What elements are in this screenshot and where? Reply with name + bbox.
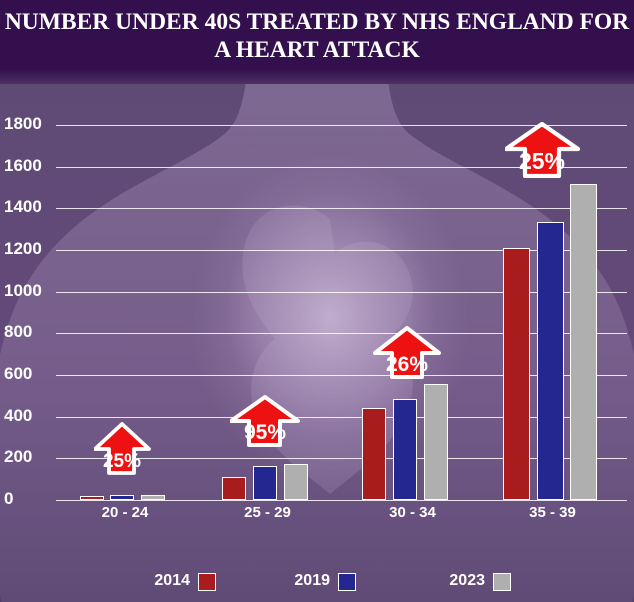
svg-text:25%: 25% bbox=[103, 451, 141, 472]
svg-text:26%: 26% bbox=[386, 353, 428, 376]
svg-text:25%: 25% bbox=[519, 148, 565, 174]
svg-text:95%: 95% bbox=[244, 421, 286, 444]
